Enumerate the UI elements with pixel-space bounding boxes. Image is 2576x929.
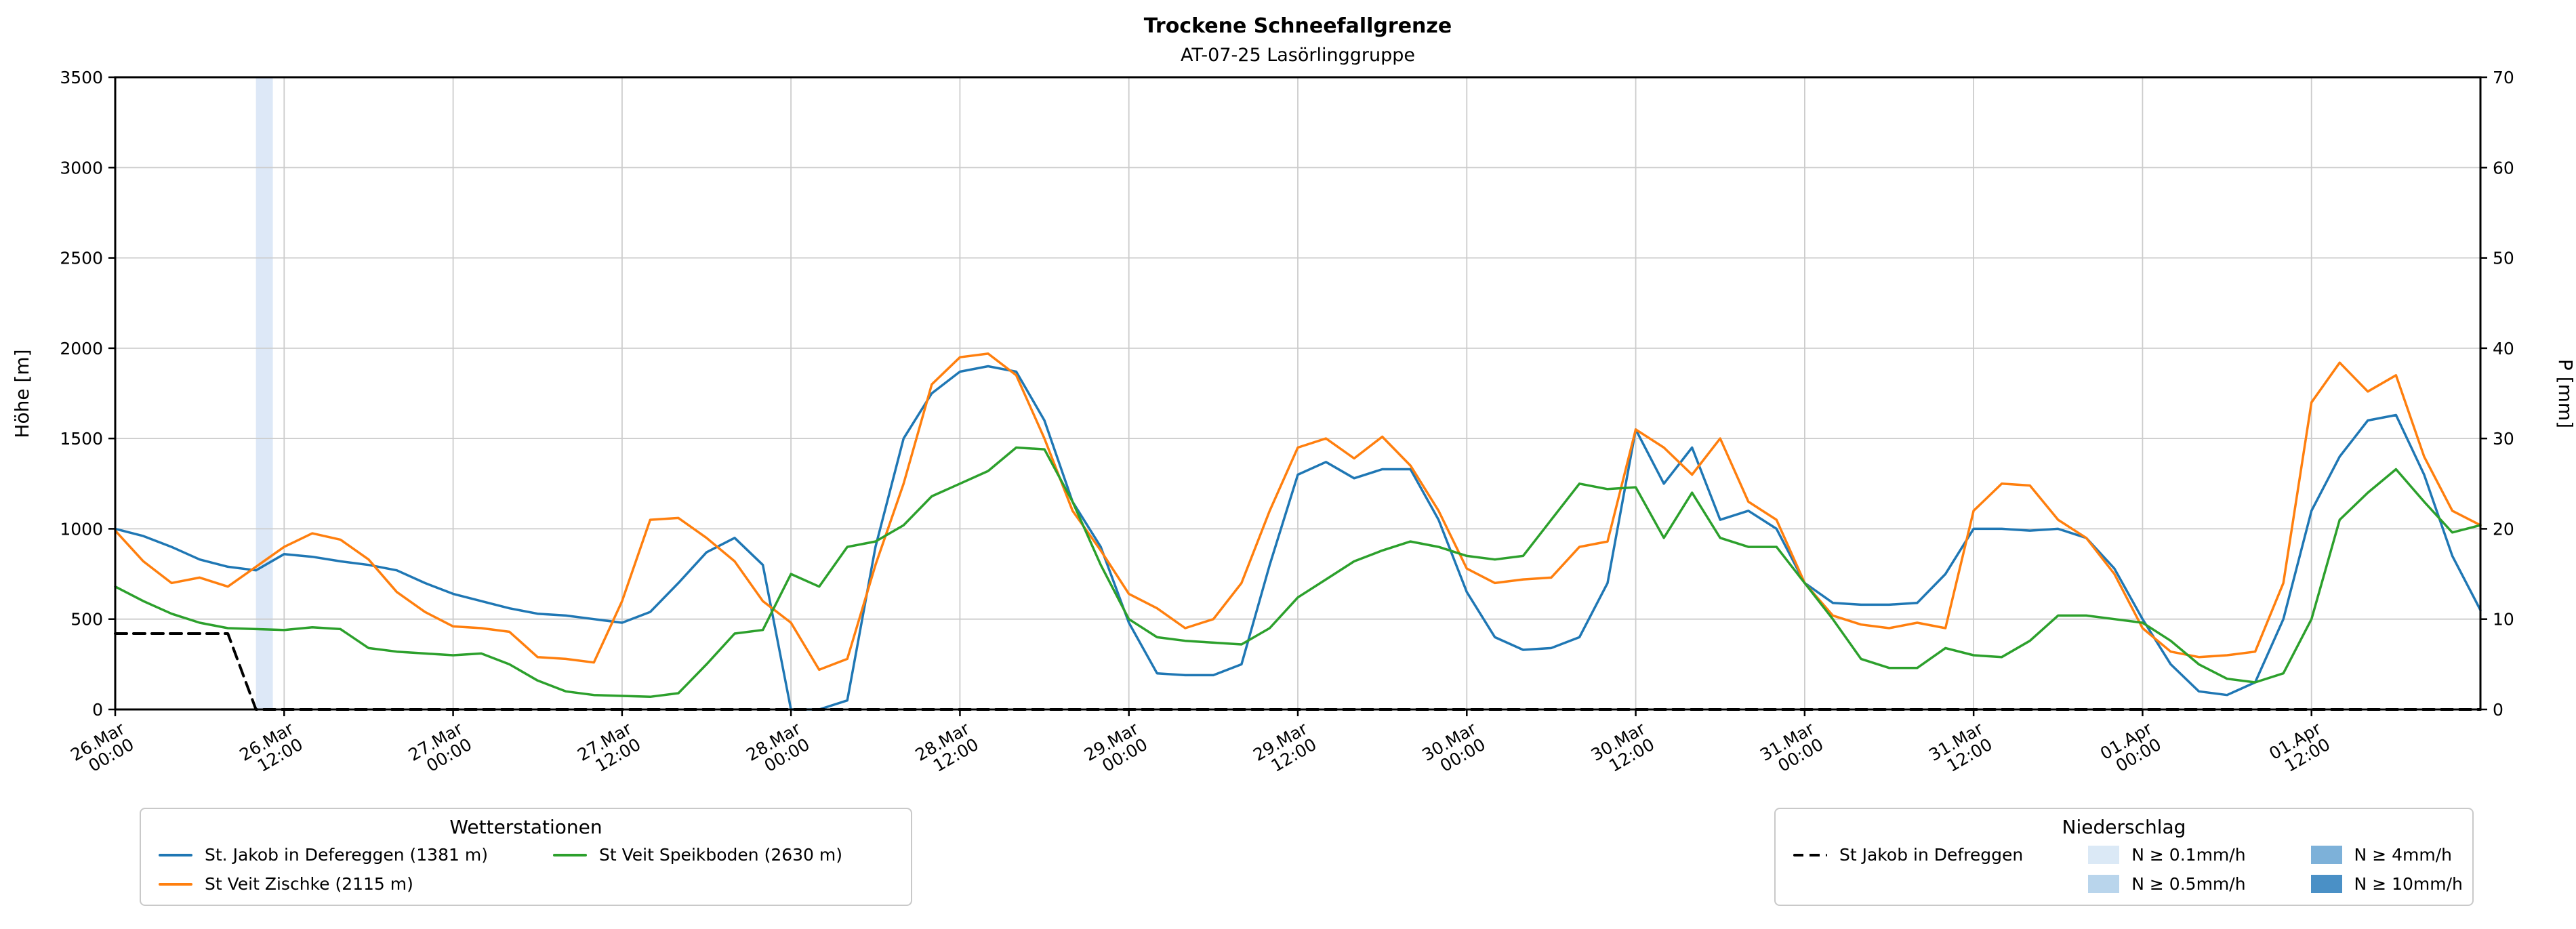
x-tick-label: 30.Mar12:00 (1588, 718, 1658, 781)
y-tick-label-left: 3500 (60, 68, 103, 87)
legend-label: St. Jakob in Defereggen (1381 m) (205, 845, 488, 865)
legend-item: St Jakob in Defreggen (1793, 845, 2023, 865)
line-swatch (552, 853, 587, 856)
y-axis-label-left: Höhe [m] (11, 349, 33, 438)
y-tick-label-right: 20 (2493, 519, 2514, 539)
y-tick-label-left: 0 (92, 700, 103, 720)
legend-item: N ≥ 0.1mm/h (2088, 845, 2246, 865)
legend-label: St Jakob in Defreggen (1839, 845, 2024, 865)
series-st-veit-speikboden (114, 446, 2482, 699)
dashed-line-swatch (1793, 853, 1827, 856)
precip-band (255, 77, 273, 709)
legend-wetterstationen-items: St. Jakob in Defereggen (1381 m) St Veit … (159, 845, 893, 894)
legend-label: N ≥ 10mm/h (2354, 874, 2463, 894)
y-tick-label-right: 30 (2493, 429, 2514, 449)
y-tick-label-left: 2500 (60, 249, 103, 268)
x-tick-label: 26.Mar12:00 (237, 718, 307, 781)
x-tick-label: 27.Mar12:00 (574, 718, 645, 781)
legend-wetterstationen-title: Wetterstationen (449, 816, 602, 838)
x-tick-label: 31.Mar00:00 (1757, 718, 1827, 781)
x-tick-label: 29.Mar12:00 (1250, 718, 1320, 781)
line-swatch (159, 853, 192, 856)
x-tick-label: 31.Mar12:00 (1925, 718, 1996, 781)
x-tick-label: 27.Mar00:00 (405, 718, 476, 781)
series-st-veit-zischke (114, 352, 2482, 672)
patch-swatch (2310, 875, 2342, 893)
legend-label: St Veit Zischke (2115 m) (205, 874, 413, 894)
y-axis-label-right: P [mm] (2554, 359, 2576, 428)
line-swatch (159, 882, 192, 886)
y-tick-label-left: 1000 (60, 519, 103, 539)
patch-swatch (2088, 875, 2120, 893)
chart-subtitle: AT-07-25 Lasörlinggruppe (1181, 45, 1415, 66)
y-tick-label-right: 10 (2493, 610, 2514, 629)
y-tick-label-right: 0 (2493, 700, 2503, 720)
legend-label: N ≥ 0.5mm/h (2131, 874, 2246, 894)
x-tick-label: 01.Apr00:00 (2097, 718, 2165, 779)
x-tick-label: 28.Mar12:00 (912, 718, 983, 781)
legend-item: N ≥ 4mm/h (2310, 845, 2463, 865)
legend-label: N ≥ 4mm/h (2354, 845, 2452, 865)
x-tick-label: 30.Mar00:00 (1419, 718, 1490, 781)
y-tick-label-right: 50 (2493, 249, 2514, 268)
y-tick-label-left: 2000 (60, 339, 103, 358)
plot-layer: 26.Mar00:00 26.Mar12:00 27.Mar00:00 27.Mar1… (60, 68, 2514, 781)
patch-swatch (2310, 846, 2342, 864)
legend-item: St Veit Zischke (2115 m) (159, 874, 488, 894)
legend-niederschlag-title: Niederschlag (2062, 816, 2186, 838)
legend-wetterstationen: Wetterstationen St. Jakob in Defereggen … (140, 808, 912, 906)
y-tick-label-left: 1500 (60, 429, 103, 449)
y-tick-label-right: 70 (2493, 68, 2514, 87)
legend-niederschlag: Niederschlag St Jakob in Defreggen N ≥ 0.… (1774, 808, 2474, 906)
legend-label: St Veit Speikboden (2630 m) (598, 845, 843, 865)
x-tick-label: 29.Mar00:00 (1081, 718, 1151, 781)
legend-item: N ≥ 10mm/h (2310, 874, 2463, 894)
y-tick-label-right: 40 (2493, 339, 2514, 358)
y-tick-label-left: 3000 (60, 158, 103, 178)
legend-item: St. Jakob in Defereggen (1381 m) (159, 845, 488, 865)
x-tick-label: 28.Mar00:00 (743, 718, 813, 781)
legend-label: N ≥ 0.1mm/h (2131, 845, 2246, 865)
x-tick-label: 26.Mar00:00 (67, 718, 138, 781)
legend-item: N ≥ 0.5mm/h (2088, 874, 2246, 894)
legend-niederschlag-items: St Jakob in Defreggen N ≥ 0.1mm/h N ≥ 0.5m… (1793, 845, 2463, 894)
legend-item: St Veit Speikboden (2630 m) (552, 845, 843, 865)
chart-title: Trockene Schneefallgrenze (1144, 14, 1452, 38)
x-tick-label: 01.Apr12:00 (2266, 718, 2334, 779)
y-tick-label-left: 500 (70, 610, 103, 629)
y-tick-label-right: 60 (2493, 158, 2514, 178)
patch-swatch (2088, 846, 2120, 864)
